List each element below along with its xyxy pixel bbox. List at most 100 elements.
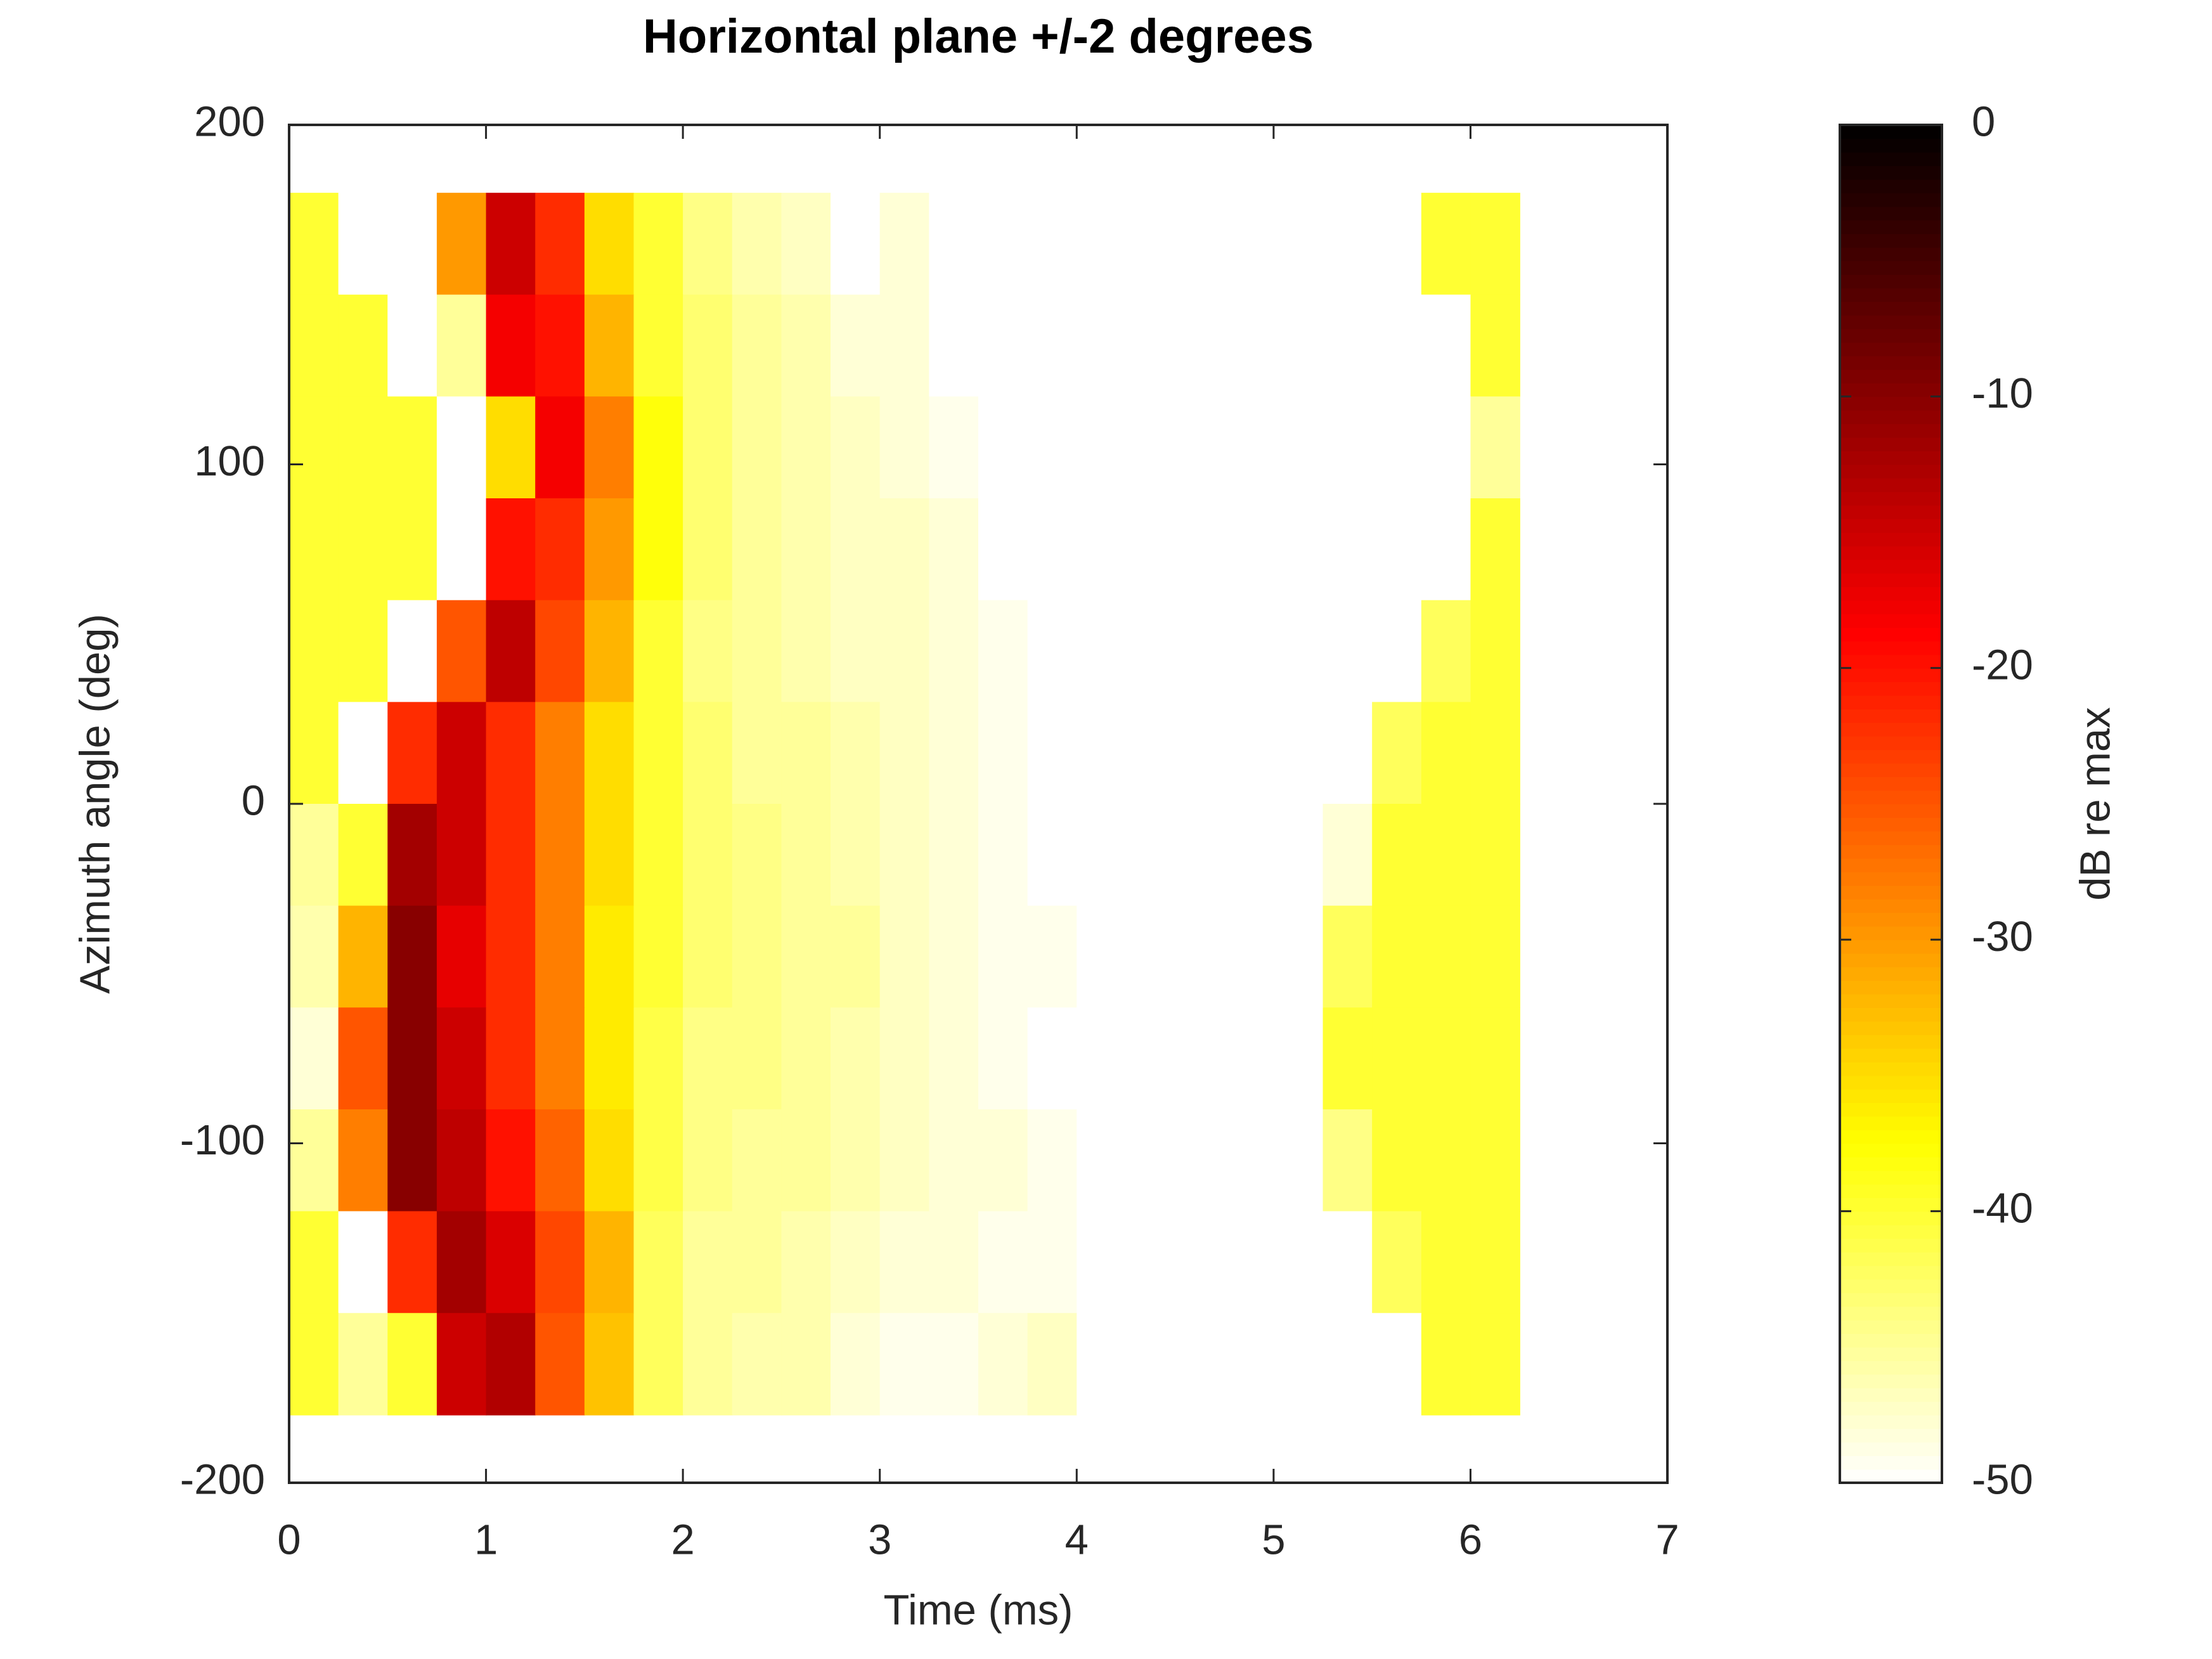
- heatmap-cell: [732, 498, 782, 601]
- heatmap-cell: [1273, 294, 1324, 397]
- heatmap-cell: [584, 804, 635, 907]
- heatmap-cell: [732, 1211, 782, 1314]
- heatmap-cell: [338, 804, 389, 907]
- heatmap-cell: [683, 1313, 733, 1416]
- heatmap-cell: [1421, 294, 1471, 397]
- heatmap-cell: [781, 600, 831, 703]
- colorbar-swatch: [1840, 396, 1942, 411]
- colorbar-swatch: [1840, 314, 1942, 330]
- heatmap-cell: [1372, 193, 1422, 295]
- heatmap-cell: [289, 396, 339, 499]
- heatmap-cell: [436, 702, 487, 804]
- heatmap-cell: [1470, 804, 1520, 907]
- heatmap-cell: [831, 1109, 881, 1212]
- heatmap-cell: [584, 193, 635, 295]
- heatmap-cell: [929, 1211, 979, 1314]
- heatmap-cell: [978, 498, 1028, 601]
- colorbar-swatch: [1840, 1116, 1942, 1130]
- heatmap-cell: [289, 193, 339, 295]
- heatmap-cell: [387, 193, 437, 295]
- heatmap-cell: [387, 498, 437, 601]
- colorbar-swatch: [1840, 1279, 1942, 1293]
- heatmap-cell: [535, 905, 585, 1009]
- heatmap-cell: [1421, 1109, 1471, 1212]
- heatmap-cell: [1077, 905, 1127, 1009]
- colorbar-swatch: [1840, 356, 1942, 370]
- heatmap-cell: [978, 1109, 1028, 1212]
- heatmap-cell: [1077, 396, 1127, 499]
- heatmap-cell: [879, 1109, 930, 1212]
- heatmap-cell: [1421, 905, 1471, 1009]
- heatmap-cell: [732, 294, 782, 397]
- heatmap-cell: [683, 396, 733, 499]
- heatmap-cell: [387, 1007, 437, 1110]
- heatmap-cell: [831, 1007, 881, 1110]
- heatmap-cell: [683, 193, 733, 295]
- heatmap-cell: [1027, 1211, 1078, 1314]
- colorbar-swatch: [1840, 572, 1942, 588]
- y-tick-label: 100: [194, 437, 265, 485]
- heatmap-cell: [929, 804, 979, 907]
- heatmap-cell: [535, 1211, 585, 1314]
- heatmap-cell: [584, 1313, 635, 1416]
- heatmap-cell: [1421, 1313, 1471, 1416]
- colorbar-swatch: [1840, 830, 1942, 846]
- heatmap-cell: [633, 294, 683, 397]
- heatmap-cell: [1470, 1109, 1520, 1212]
- colorbar-swatch: [1840, 804, 1942, 818]
- heatmap-cell: [831, 905, 881, 1009]
- colorbar-swatch: [1840, 546, 1942, 560]
- colorbar-swatch: [1840, 519, 1942, 533]
- heatmap-cell: [1372, 1211, 1422, 1314]
- heatmap-cell: [781, 804, 831, 907]
- heatmap-cell: [781, 905, 831, 1009]
- heatmap-cell: [978, 804, 1028, 907]
- colorbar-swatch: [1840, 437, 1942, 451]
- heatmap-cell: [1077, 804, 1127, 907]
- heatmap-cell: [436, 498, 487, 601]
- colorbar-swatch: [1840, 410, 1942, 425]
- heatmap-cell: [486, 600, 536, 703]
- heatmap-cell: [879, 1007, 930, 1110]
- heatmap-cell: [1125, 1007, 1176, 1110]
- heatmap-cell: [486, 193, 536, 295]
- heatmap-cell: [781, 702, 831, 804]
- heatmap-cell: [1175, 498, 1226, 601]
- heatmap-cell: [633, 1313, 683, 1416]
- heatmap-cell: [1323, 905, 1373, 1009]
- heatmap-cell: [289, 294, 339, 397]
- colorbar-swatch: [1840, 165, 1942, 180]
- colorbar-swatch: [1840, 980, 1942, 995]
- heatmap-cell: [633, 1007, 683, 1110]
- heatmap-cell: [683, 1109, 733, 1212]
- heatmap-cell: [879, 905, 930, 1009]
- heatmap-cell: [1125, 905, 1176, 1009]
- heatmap-cell: [1323, 600, 1373, 703]
- colorbar-swatch: [1840, 709, 1942, 723]
- heatmap-cell: [1421, 600, 1471, 703]
- heatmap-cell: [1372, 294, 1422, 397]
- heatmap-cell: [978, 193, 1028, 295]
- heatmap-cell: [535, 193, 585, 295]
- colorbar-swatch: [1840, 1414, 1942, 1430]
- heatmap-cell: [1323, 1313, 1373, 1416]
- heatmap-cell: [1224, 702, 1274, 804]
- heatmap-cell: [1372, 905, 1422, 1009]
- heatmap-cell: [486, 702, 536, 804]
- colorbar-swatch: [1840, 912, 1942, 927]
- heatmap-cell: [1224, 600, 1274, 703]
- heatmap-cell: [1273, 804, 1324, 907]
- colorbar-swatch: [1840, 219, 1942, 235]
- heatmap-cell: [1224, 1109, 1274, 1212]
- heatmap-cell: [1175, 804, 1226, 907]
- heatmap-cell: [584, 294, 635, 397]
- heatmap-cell: [338, 294, 389, 397]
- heatmap-cell: [338, 1007, 389, 1110]
- heatmap-cell: [929, 1313, 979, 1416]
- heatmap-cell: [978, 1211, 1028, 1314]
- colorbar-swatch: [1840, 627, 1942, 642]
- colorbar-swatch: [1840, 614, 1942, 628]
- heatmap-cell: [633, 498, 683, 601]
- heatmap-cell: [584, 1211, 635, 1314]
- heatmap-cell: [732, 804, 782, 907]
